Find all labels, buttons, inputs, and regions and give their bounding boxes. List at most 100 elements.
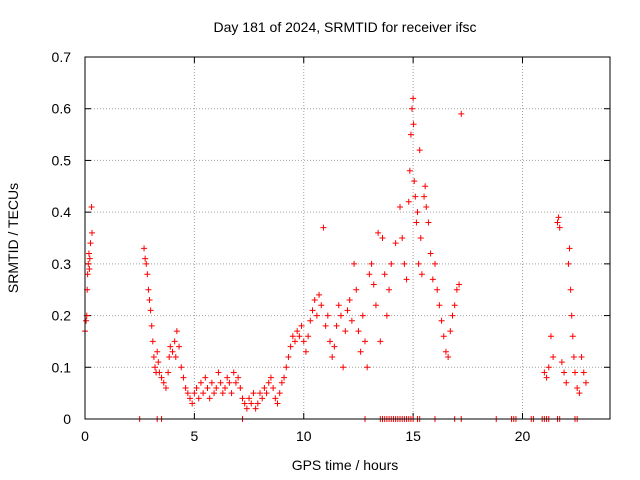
data-point — [567, 286, 574, 293]
data-point — [580, 369, 587, 376]
data-point — [331, 343, 338, 350]
data-point — [563, 379, 570, 386]
data-point — [241, 400, 248, 407]
data-point — [180, 374, 187, 381]
data-point — [440, 333, 447, 340]
data-point — [381, 271, 388, 278]
data-point — [405, 198, 412, 205]
y-tick-label: 0.7 — [52, 49, 72, 65]
x-tick-label: 0 — [81, 428, 89, 444]
data-point — [230, 369, 237, 376]
data-point — [84, 271, 91, 278]
data-point — [145, 286, 152, 293]
data-point — [436, 302, 443, 309]
data-point — [388, 260, 395, 267]
data-point — [191, 390, 198, 397]
data-point — [558, 359, 565, 366]
data-point — [576, 390, 583, 397]
data-point — [397, 203, 403, 210]
data-point — [403, 276, 410, 283]
data-point — [167, 343, 174, 350]
data-point — [445, 353, 452, 360]
data-point — [423, 203, 430, 210]
data-point — [377, 338, 384, 345]
data-point — [87, 240, 94, 247]
data-point — [399, 235, 406, 241]
data-point — [208, 379, 215, 386]
data-point — [566, 245, 573, 252]
data-point — [257, 390, 263, 397]
data-point — [574, 384, 581, 391]
data-point — [568, 312, 575, 319]
data-point — [176, 343, 183, 350]
data-point — [237, 384, 244, 391]
data-point — [386, 286, 393, 293]
x-tick-label: 10 — [296, 428, 312, 444]
data-point — [200, 390, 207, 397]
data-point — [141, 245, 148, 252]
data-point — [582, 379, 589, 386]
data-point — [411, 178, 418, 185]
y-tick-label: 0.4 — [52, 204, 72, 220]
data-point — [362, 338, 368, 345]
data-point — [432, 260, 438, 267]
data-point — [83, 317, 90, 324]
data-point — [173, 328, 180, 335]
data-point — [348, 317, 355, 324]
data-point — [344, 307, 351, 314]
data-point — [187, 395, 193, 402]
data-point — [311, 297, 318, 304]
data-point — [246, 395, 253, 402]
data-point — [372, 302, 379, 309]
data-point — [178, 364, 185, 371]
x-tick-label: 20 — [515, 428, 531, 444]
data-point — [572, 369, 578, 376]
data-point — [565, 260, 572, 267]
data-point — [556, 224, 563, 231]
data-point — [193, 384, 200, 391]
data-point — [165, 369, 172, 376]
data-point — [447, 328, 454, 335]
data-point — [89, 229, 95, 236]
data-point — [324, 312, 331, 319]
data-point — [222, 384, 228, 391]
data-point — [252, 405, 259, 412]
y-tick-label: 0.2 — [52, 308, 72, 324]
data-point — [346, 297, 353, 304]
y-tick-label: 0.3 — [52, 256, 72, 272]
data-point — [213, 384, 220, 391]
data-point — [305, 333, 312, 340]
data-point — [418, 271, 425, 278]
data-point — [413, 219, 420, 226]
data-point — [274, 400, 281, 407]
series-srmtid — [82, 95, 589, 412]
data-point — [434, 286, 441, 293]
data-point — [340, 364, 347, 371]
data-point — [329, 353, 336, 360]
data-point — [414, 209, 421, 216]
x-tick-labels: 0 5 10 15 20 — [81, 428, 530, 444]
data-point — [195, 395, 202, 402]
data-point — [410, 95, 417, 102]
data-point — [401, 260, 408, 267]
data-point — [250, 390, 257, 397]
y-tick-labels: 0 0.1 0.2 0.3 0.4 0.5 0.6 0.7 — [52, 49, 72, 427]
data-point — [235, 374, 242, 381]
data-point — [197, 379, 204, 386]
data-point — [150, 353, 157, 360]
data-point — [162, 384, 169, 391]
x-tick-label: 15 — [405, 428, 421, 444]
data-point — [149, 338, 156, 345]
data-point — [144, 271, 151, 278]
data-point — [265, 379, 272, 386]
data-point — [215, 369, 222, 376]
data-point — [272, 395, 279, 402]
data-point — [142, 255, 149, 262]
data-point — [417, 235, 424, 241]
data-point — [219, 390, 226, 397]
data-point — [375, 229, 382, 236]
data-point — [287, 343, 294, 350]
data-point — [342, 328, 349, 335]
data-point — [578, 353, 585, 360]
